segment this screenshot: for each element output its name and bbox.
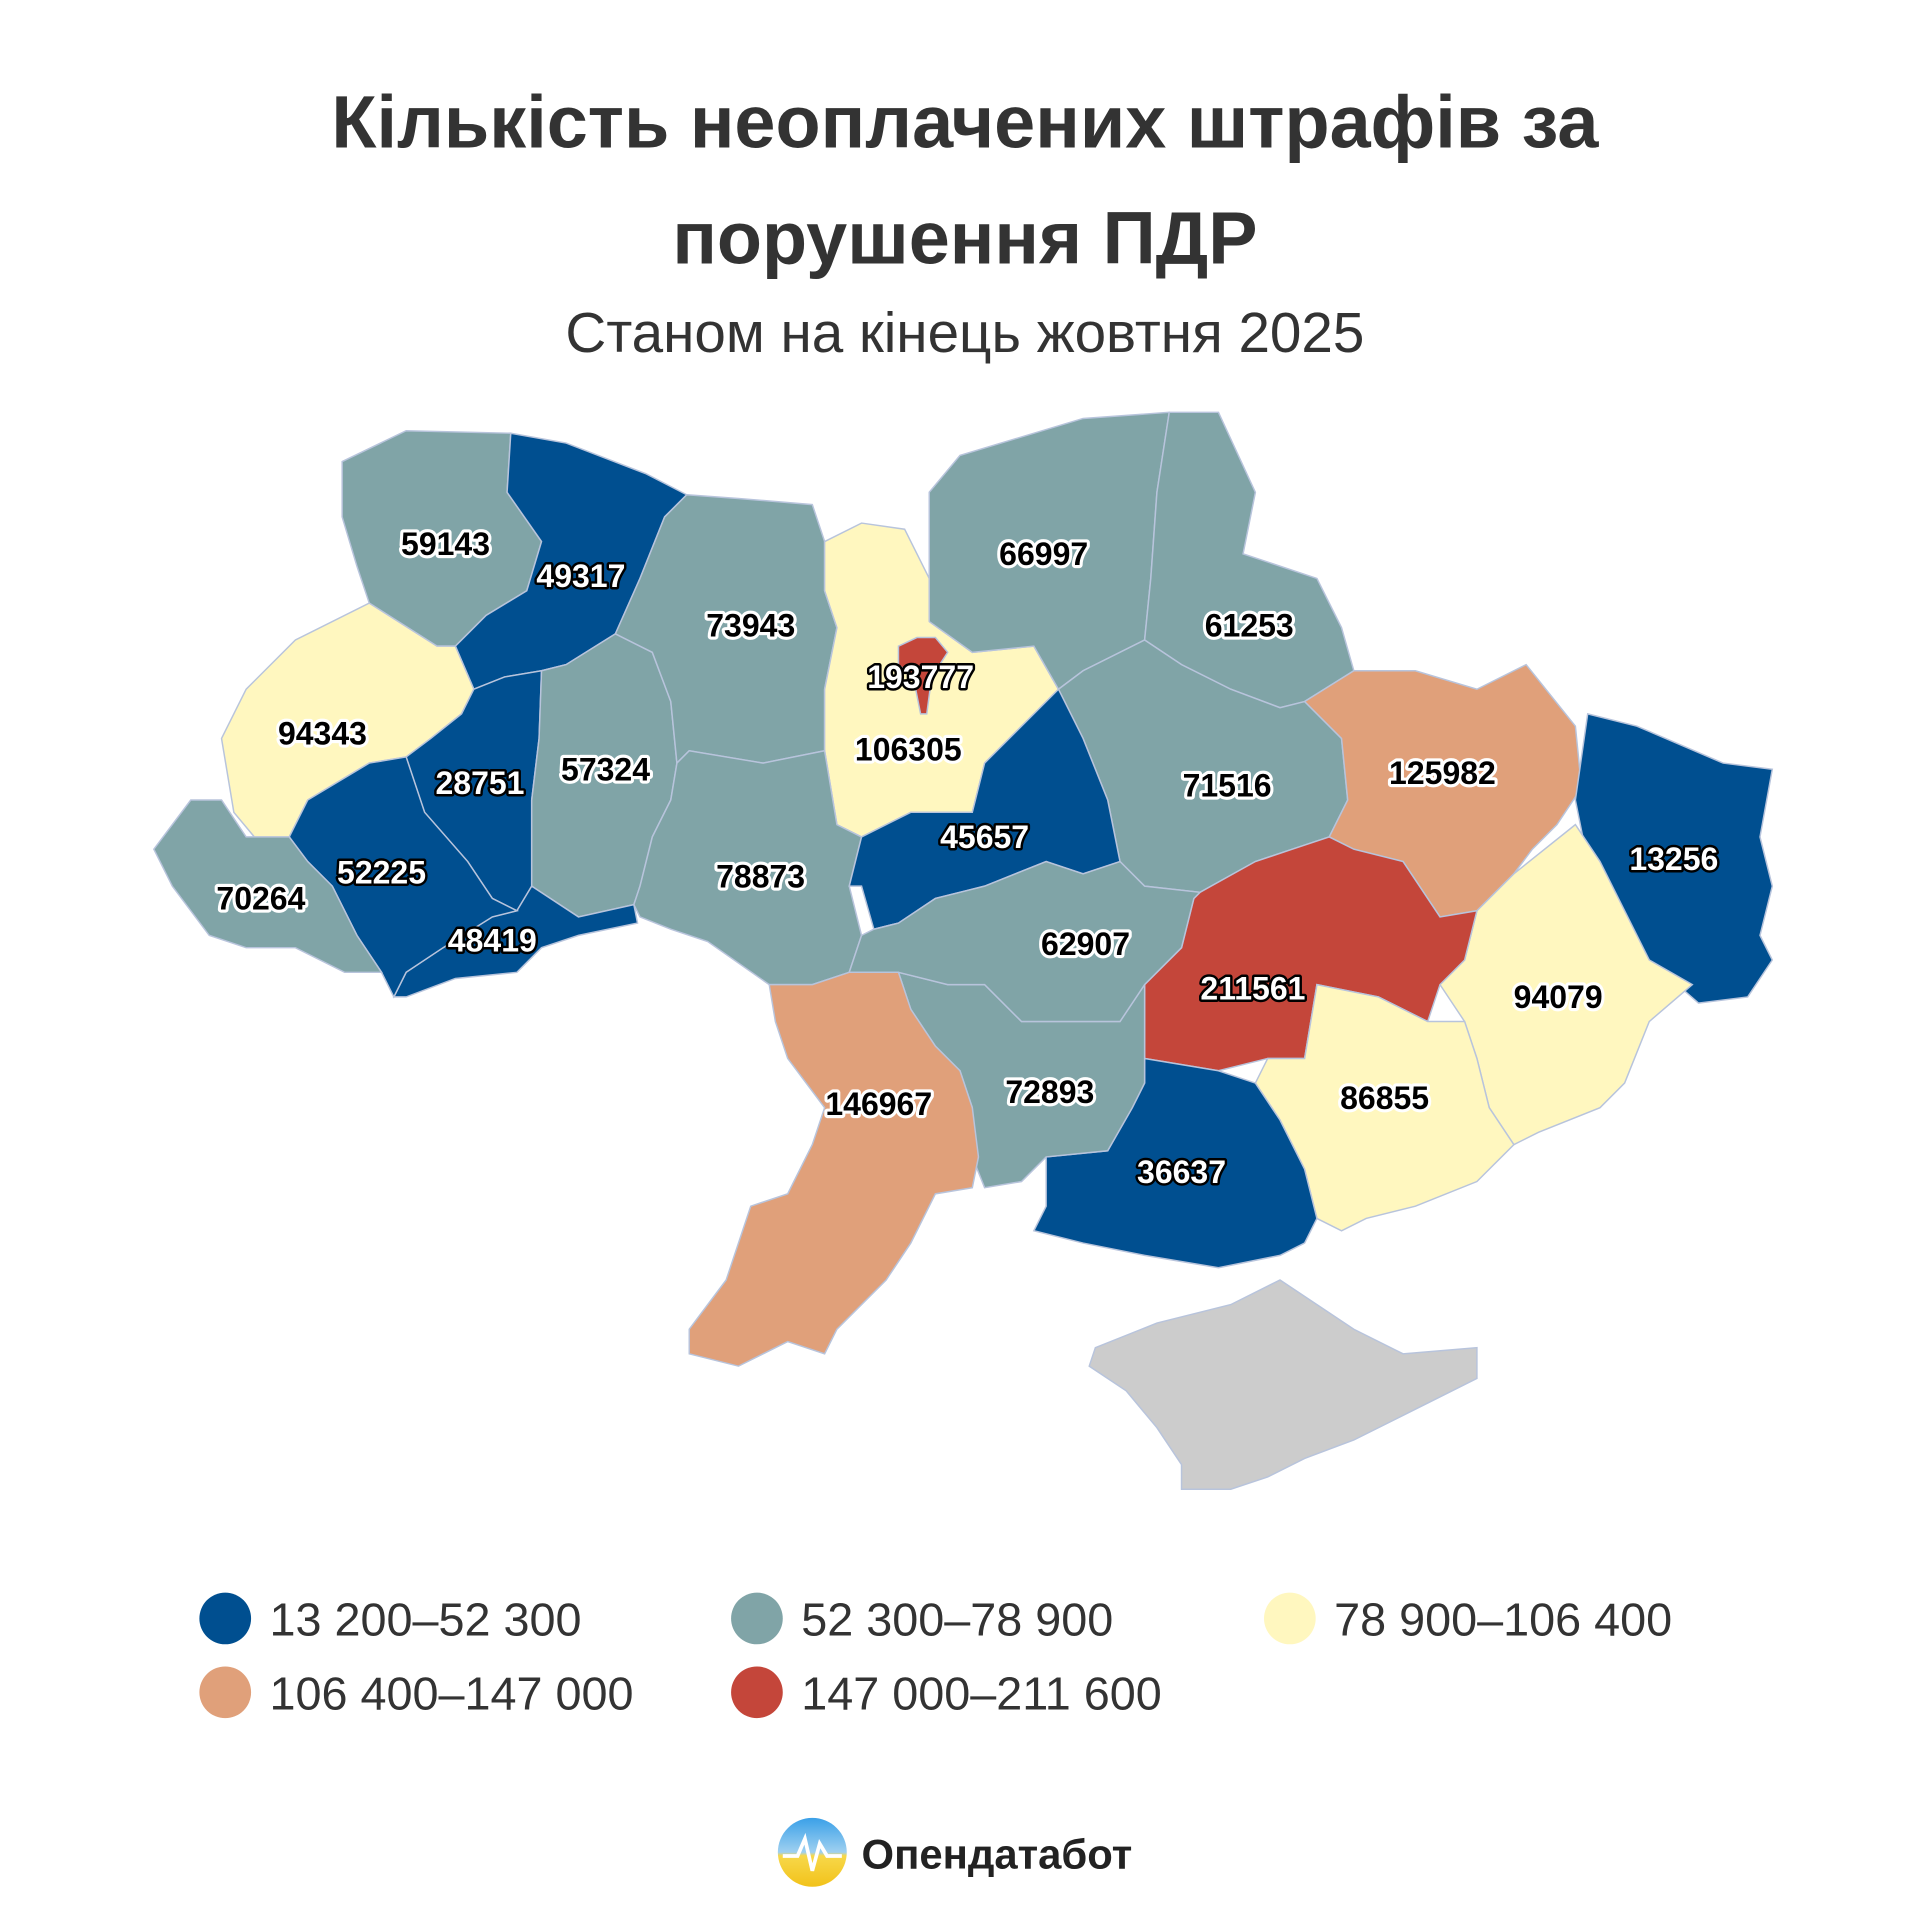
region-crimea-no-data bbox=[1088, 1279, 1478, 1490]
brand-name: Опендатабот bbox=[862, 1830, 1133, 1877]
region-value-label: 62907 bbox=[1041, 926, 1130, 962]
region-value-label: 61253 bbox=[1205, 607, 1294, 643]
subtitle: Станом на кінець жовтня 2025 bbox=[565, 301, 1364, 364]
region-value-label: 70264 bbox=[216, 881, 305, 917]
legend-swatch bbox=[199, 1666, 252, 1719]
legend-label: 147 000–211 600 bbox=[801, 1668, 1162, 1720]
region-value-label: 28751 bbox=[436, 765, 525, 801]
legend-label: 13 200–52 300 bbox=[270, 1594, 582, 1646]
title-line-2: порушення ПДР bbox=[672, 196, 1257, 279]
region-shape bbox=[152, 799, 383, 974]
legend-swatch bbox=[199, 1592, 252, 1645]
legend-item: 147 000–211 600 bbox=[731, 1666, 1162, 1720]
region-value-label: 86855 bbox=[1340, 1080, 1429, 1116]
region-value-label: 94079 bbox=[1514, 979, 1603, 1015]
region-value-label: 78873 bbox=[716, 858, 805, 894]
region-value-label: 73943 bbox=[706, 607, 795, 643]
legend-swatch bbox=[1264, 1592, 1316, 1645]
region-value-label: 52225 bbox=[337, 855, 426, 891]
region-value-label: 125982 bbox=[1389, 755, 1496, 791]
region-value-label: 211561 bbox=[1200, 970, 1305, 1006]
region-value-label: 13256 bbox=[1629, 841, 1718, 877]
region-shape bbox=[1439, 823, 1694, 1146]
region-value-label: 193777 bbox=[867, 659, 974, 695]
region-value-label: 36637 bbox=[1137, 1154, 1226, 1190]
ukraine-choropleth-map bbox=[152, 411, 1774, 1490]
region-value-label: 71516 bbox=[1183, 767, 1272, 803]
legend-item: 13 200–52 300 bbox=[199, 1592, 582, 1646]
legend-swatch bbox=[731, 1666, 783, 1719]
region-value-label: 72893 bbox=[1005, 1074, 1094, 1110]
region-value-label: 66997 bbox=[999, 536, 1088, 572]
region-value-label: 45657 bbox=[940, 819, 1029, 855]
region-value-label: 48419 bbox=[448, 922, 537, 958]
region-shape bbox=[848, 860, 1202, 1023]
legend-label: 52 300–78 900 bbox=[801, 1594, 1113, 1646]
region-shape bbox=[688, 971, 980, 1367]
legend-label: 106 400–147 000 bbox=[270, 1668, 634, 1720]
region-value-label: 49317 bbox=[536, 558, 625, 594]
region-value-label: 146967 bbox=[825, 1086, 932, 1122]
legend-swatch bbox=[731, 1592, 783, 1645]
region-value-label: 59143 bbox=[401, 526, 490, 562]
region-value-labels: 59143 49317 94343 28751 57324 73943 106305 1937… bbox=[213, 523, 1720, 1192]
title-line-1: Кількість неоплачених штрафів за bbox=[331, 81, 1599, 164]
legend: 13 200–52 300 52 300–78 900 78 900–106 400… bbox=[199, 1592, 1672, 1720]
region-value-label: 57324 bbox=[561, 751, 650, 787]
region-shape bbox=[897, 636, 949, 715]
brand: Опендатабот bbox=[777, 1817, 1133, 1887]
legend-item: 106 400–147 000 bbox=[199, 1666, 634, 1720]
region-value-label: 94343 bbox=[278, 716, 367, 752]
legend-label: 78 900–106 400 bbox=[1334, 1594, 1672, 1646]
region-value-label: 106305 bbox=[855, 732, 962, 768]
legend-item: 78 900–106 400 bbox=[1264, 1592, 1672, 1646]
legend-item: 52 300–78 900 bbox=[731, 1592, 1113, 1646]
opendatabot-logo-icon bbox=[777, 1817, 847, 1887]
